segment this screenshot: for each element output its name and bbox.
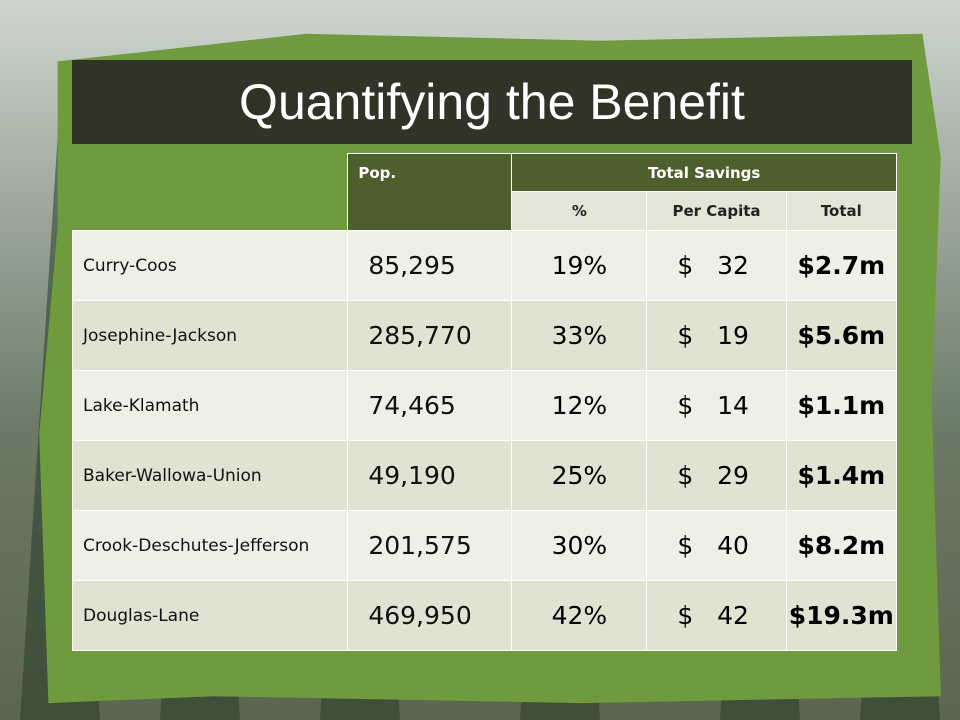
per-capita: $ 19 xyxy=(646,300,787,371)
per-capita: $ 29 xyxy=(646,440,787,511)
savings-pct: 42% xyxy=(511,580,648,651)
total-savings: $5.6m xyxy=(785,300,898,371)
total-savings: $2.7m xyxy=(785,230,898,301)
savings-pct: 19% xyxy=(511,230,648,301)
savings-pct: 33% xyxy=(511,300,648,371)
total-savings: $1.4m xyxy=(785,440,898,511)
table-row: Josephine-Jackson 285,770 33% $ 19 $5.6m xyxy=(71,300,898,371)
table-row: Baker-Wallowa-Union 49,190 25% $ 29 $1.4… xyxy=(71,440,898,511)
population: 74,465 xyxy=(347,370,513,441)
population: 49,190 xyxy=(347,440,513,511)
title-bar: Quantifying the Benefit xyxy=(72,60,912,144)
subheader-total: Total xyxy=(785,191,898,231)
region-name: Crook-Deschutes-Jefferson xyxy=(71,510,349,581)
per-capita: $ 42 xyxy=(646,580,787,651)
blank-header-cell xyxy=(73,154,348,231)
header-total-savings: Total Savings xyxy=(511,153,897,192)
table-row: Curry-Coos 85,295 19% $ 32 $2.7m xyxy=(71,230,898,301)
population: 85,295 xyxy=(347,230,513,301)
population: 201,575 xyxy=(347,510,513,581)
total-savings: $8.2m xyxy=(785,510,898,581)
savings-pct: 30% xyxy=(511,510,648,581)
region-name: Lake-Klamath xyxy=(71,370,349,441)
table-row: Douglas-Lane 469,950 42% $ 42 $19.3m xyxy=(71,580,898,651)
subheader-pct: % xyxy=(511,191,648,231)
per-capita: $ 14 xyxy=(646,370,787,441)
region-name: Baker-Wallowa-Union xyxy=(71,440,349,511)
savings-table: Pop. Total Savings % Per Capita Total Cu… xyxy=(71,153,898,651)
region-name: Josephine-Jackson xyxy=(71,300,349,371)
slide-title: Quantifying the Benefit xyxy=(239,74,745,130)
population: 469,950 xyxy=(347,580,513,651)
population: 285,770 xyxy=(347,300,513,371)
table-row: Lake-Klamath 74,465 12% $ 14 $1.1m xyxy=(71,370,898,441)
subheader-per-capita: Per Capita xyxy=(646,191,787,231)
header-pop: Pop. xyxy=(347,153,513,231)
region-name: Curry-Coos xyxy=(71,230,349,301)
savings-pct: 25% xyxy=(511,440,648,511)
region-name: Douglas-Lane xyxy=(71,580,349,651)
total-savings: $19.3m xyxy=(785,580,898,651)
savings-pct: 12% xyxy=(511,370,648,441)
total-savings: $1.1m xyxy=(785,370,898,441)
per-capita: $ 32 xyxy=(646,230,787,301)
table-row: Crook-Deschutes-Jefferson 201,575 30% $ … xyxy=(71,510,898,581)
per-capita: $ 40 xyxy=(646,510,787,581)
